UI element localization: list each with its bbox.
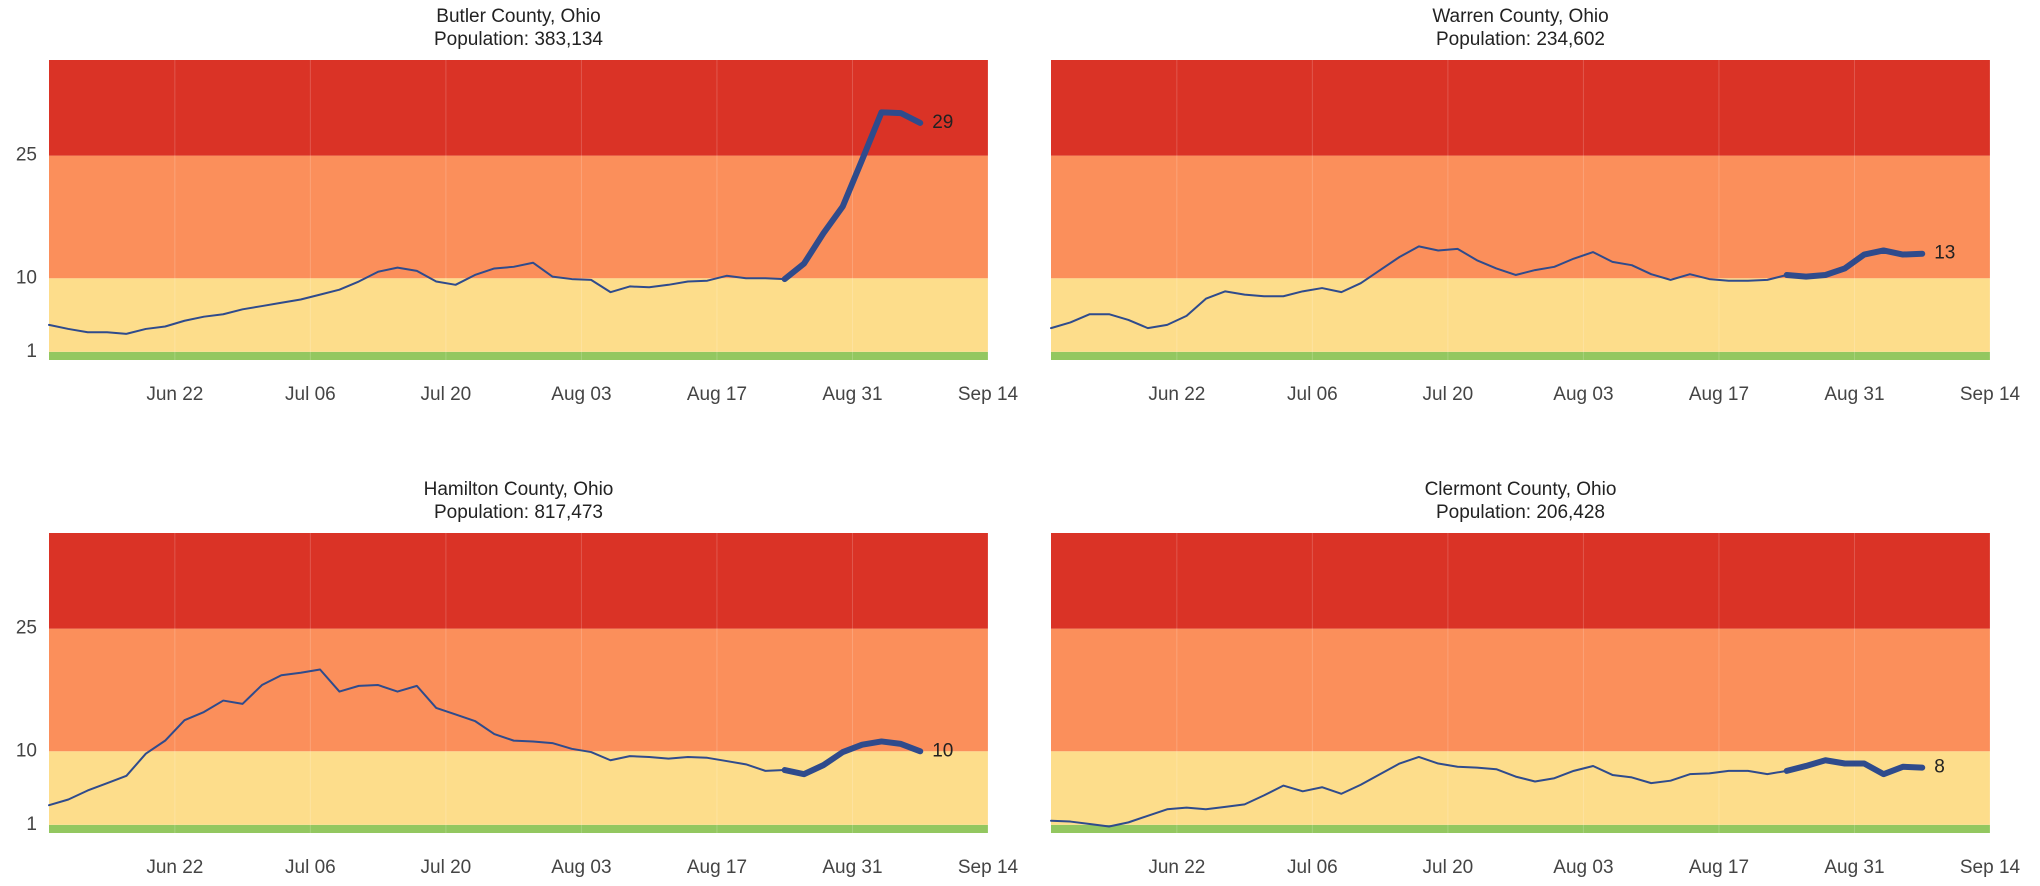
panel-subtitle: Population: 383,134 [434, 29, 603, 50]
x-tick-label: Jul 20 [421, 857, 472, 878]
x-tick-label: Sep 14 [958, 857, 1019, 878]
x-tick-label: Aug 03 [1553, 857, 1613, 878]
panel: Jun 22 Jul 06 Jul 20 Aug 03 Aug 17 Aug 31 Sep … [16, 479, 1019, 878]
series-line [1050, 245, 1788, 330]
x-tick-label: Jul 06 [285, 857, 336, 878]
x-tick-label: Aug 31 [1824, 384, 1884, 405]
panel-subtitle: Population: 817,473 [434, 502, 603, 523]
panel-title: Warren County, Ohio [1432, 6, 1608, 27]
x-tick-label: Jun 22 [1148, 857, 1205, 878]
end-value-label: 13 [1934, 243, 1955, 264]
risk-band [1051, 155, 1990, 279]
x-tick-label: Aug 03 [551, 857, 611, 878]
end-value-label: 8 [1934, 757, 1945, 778]
panel-title: Clermont County, Ohio [1425, 479, 1617, 500]
x-tick-label: Aug 31 [822, 384, 882, 405]
x-tick-label: Jul 20 [1423, 384, 1474, 405]
x-tick-label: Jul 20 [1423, 857, 1474, 878]
x-tick-label: Aug 17 [687, 384, 747, 405]
risk-band [1051, 533, 1990, 629]
risk-band [49, 824, 988, 833]
risk-band [49, 278, 988, 352]
x-tick-label: Aug 17 [1689, 384, 1749, 405]
panel: Jun 22 Jul 06 Jul 20 Aug 03 Aug 17 Aug 31 Sep … [1050, 479, 2021, 878]
risk-band [49, 751, 988, 825]
panel-title: Hamilton County, Ohio [424, 479, 614, 500]
series-line [781, 109, 924, 283]
risk-band [1051, 278, 1990, 352]
end-value-label: 29 [932, 112, 953, 133]
risk-band [1051, 351, 1990, 360]
risk-band [49, 351, 988, 360]
x-tick-label: Aug 03 [1553, 384, 1613, 405]
x-tick-label: Aug 31 [1824, 857, 1884, 878]
panel: Jun 22 Jul 06 Jul 20 Aug 03 Aug 17 Aug 31 Sep … [1050, 6, 2021, 405]
panel-subtitle: Population: 206,428 [1436, 502, 1605, 523]
risk-band [1051, 824, 1990, 833]
series-line [1783, 247, 1926, 280]
risk-band [1051, 60, 1990, 156]
risk-band [49, 60, 988, 156]
y-tick-label: 25 [16, 618, 37, 639]
x-tick-label: Jun 22 [146, 857, 203, 878]
x-tick-label: Jul 06 [285, 384, 336, 405]
x-tick-label: Aug 03 [551, 384, 611, 405]
x-tick-label: Jun 22 [1148, 384, 1205, 405]
risk-band [49, 533, 988, 629]
x-tick-label: Jul 20 [421, 384, 472, 405]
series-line [781, 738, 924, 778]
x-tick-label: Aug 17 [687, 857, 747, 878]
risk-band [49, 628, 988, 752]
y-tick-label: 1 [26, 814, 37, 835]
x-tick-label: Jun 22 [146, 384, 203, 405]
x-tick-label: Sep 14 [1960, 384, 2021, 405]
series-line [48, 668, 786, 807]
series-line [1783, 757, 1926, 778]
series-line [1050, 755, 1788, 828]
panel: Jun 22 Jul 06 Jul 20 Aug 03 Aug 17 Aug 31 Sep … [16, 6, 1019, 405]
risk-band [49, 155, 988, 279]
y-tick-label: 25 [16, 145, 37, 166]
y-tick-label: 10 [16, 740, 37, 761]
x-tick-label: Aug 17 [1689, 857, 1749, 878]
panel-subtitle: Population: 234,602 [1436, 29, 1605, 50]
risk-band [1051, 628, 1990, 752]
x-tick-label: Aug 31 [822, 857, 882, 878]
y-tick-label: 10 [16, 267, 37, 288]
y-tick-label: 1 [26, 341, 37, 362]
series-line [48, 261, 786, 335]
x-tick-label: Sep 14 [1960, 857, 2021, 878]
end-value-label: 10 [932, 740, 953, 761]
panel-title: Butler County, Ohio [436, 6, 600, 27]
x-tick-label: Sep 14 [958, 384, 1019, 405]
x-tick-label: Jul 06 [1287, 384, 1338, 405]
x-tick-label: Jul 06 [1287, 857, 1338, 878]
